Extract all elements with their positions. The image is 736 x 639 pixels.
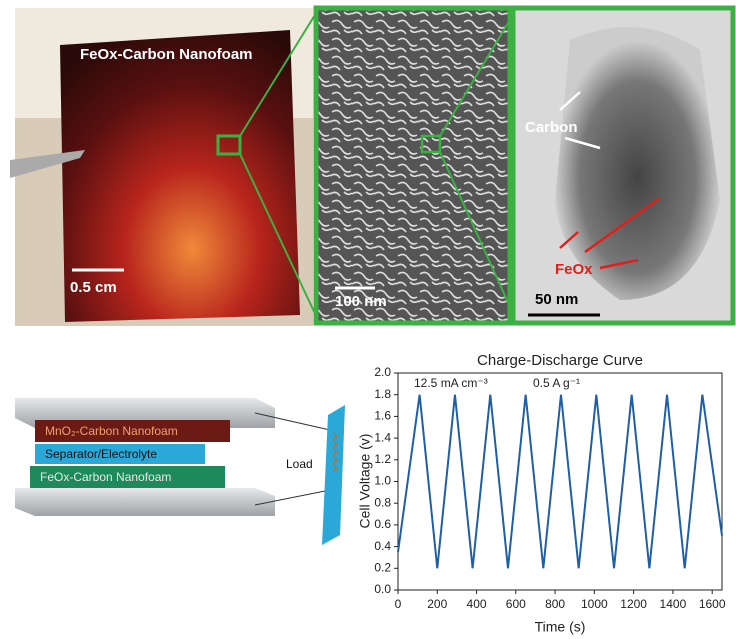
y-tick-label: 0.4 <box>374 539 391 553</box>
device-diagram: MnO₂-Carbon Nanofoam Separator/Electroly… <box>15 398 345 545</box>
data-line <box>397 394 723 569</box>
y-tick-label: 1.2 <box>374 452 391 466</box>
y-tick-label: 1.0 <box>374 474 391 488</box>
x-tick-label: 0 <box>395 597 402 611</box>
tem-panel: Carbon FeOx 50 nm <box>510 5 736 326</box>
x-tick-label: 200 <box>427 597 447 611</box>
chart-title: Charge-Discharge Curve <box>477 352 643 369</box>
x-tick-label: 1400 <box>660 597 687 611</box>
layer-label: MnO₂-Carbon Nanofoam <box>45 424 178 438</box>
layer-label: FeOx-Carbon Nanofoam <box>40 470 171 484</box>
annotation: 12.5 mA cm⁻³ <box>414 376 488 390</box>
y-tick-label: 2.0 <box>374 365 391 379</box>
load-label: Load <box>286 457 313 471</box>
annotation: 0.5 A g⁻¹ <box>533 376 580 390</box>
tem-label: Carbon <box>525 119 578 136</box>
scale-label: 100 nm <box>335 293 387 310</box>
x-tick-label: 600 <box>506 597 526 611</box>
y-tick-label: 0.0 <box>374 582 391 596</box>
photo-panel: FeOx-Carbon Nanofoam 0.5 cm <box>10 8 313 326</box>
x-tick-label: 1600 <box>699 597 726 611</box>
y-tick-label: 0.2 <box>374 560 391 574</box>
photo-label: FeOx-Carbon Nanofoam <box>80 46 253 63</box>
y-axis-label: Cell Voltage (v) <box>357 434 373 529</box>
y-tick-label: 0.6 <box>374 517 391 531</box>
sem-panel: 100 nm <box>313 5 513 326</box>
x-axis-label: Time (s) <box>535 619 586 635</box>
x-tick-label: 800 <box>545 597 565 611</box>
scale-label: 0.5 cm <box>70 279 117 296</box>
y-tick-label: 1.8 <box>374 387 391 401</box>
x-tick-label: 400 <box>467 597 487 611</box>
y-tick-label: 1.4 <box>374 430 391 444</box>
layer-label: Separator/Electrolyte <box>45 447 157 461</box>
x-tick-label: 1200 <box>620 597 647 611</box>
y-tick-label: 1.6 <box>374 409 391 423</box>
scale-label: 50 nm <box>535 291 578 308</box>
x-tick-label: 1000 <box>581 597 608 611</box>
tem-label: FeOx <box>555 261 593 278</box>
y-tick-label: 0.8 <box>374 495 391 509</box>
